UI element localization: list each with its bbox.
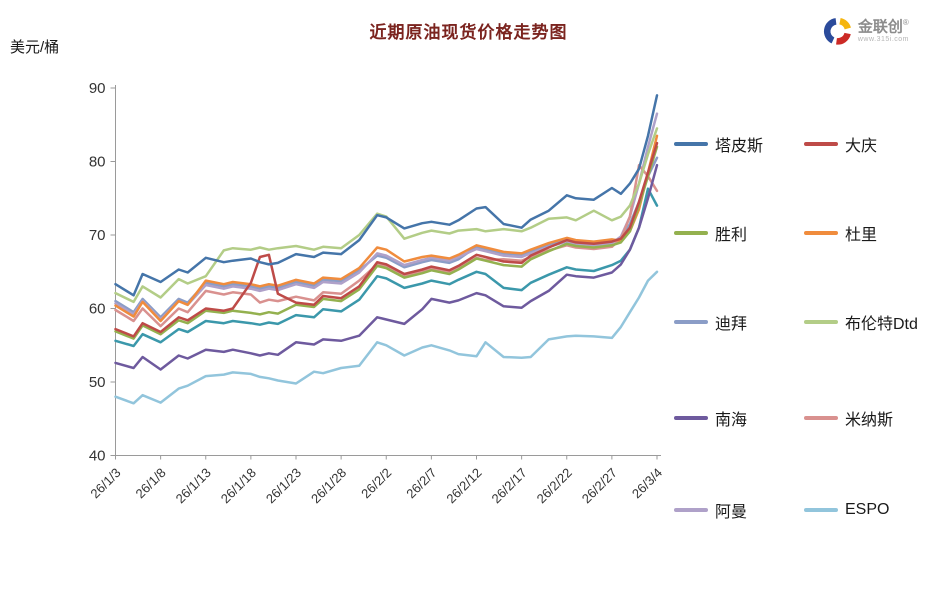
series-line-ESPO xyxy=(114,270,659,405)
legend-label: 杜里 xyxy=(845,227,878,244)
x-tick-label: 26/1/3 xyxy=(87,465,123,501)
logo-text: 金联创® www.315i.com xyxy=(857,17,909,43)
registered-mark: ® xyxy=(902,17,909,27)
legend-swatch xyxy=(674,416,708,420)
x-tick-label: 26/2/7 xyxy=(403,465,439,501)
legend-item-塔皮斯: 塔皮斯 xyxy=(674,133,763,155)
legend-item-杜里: 杜里 xyxy=(804,222,877,244)
legend-swatch xyxy=(674,320,708,324)
legend-swatch xyxy=(804,508,838,512)
chart-title: 近期原油现货价格走势图 xyxy=(369,23,568,42)
series-line-米纳斯 xyxy=(114,163,659,328)
legend-label: 布伦特Dtd xyxy=(845,316,918,333)
legend-swatch xyxy=(804,231,838,235)
x-tick-label: 26/1/18 xyxy=(218,465,259,506)
legend-item-阿曼: 阿曼 xyxy=(674,499,747,521)
legend-label: 阿曼 xyxy=(715,504,748,521)
legend-label: 胜利 xyxy=(715,227,748,244)
x-tick-label: 26/1/8 xyxy=(133,465,169,501)
legend-swatch xyxy=(674,231,708,235)
legend-label: 南海 xyxy=(715,412,748,429)
legend-item-胜利: 胜利 xyxy=(674,222,747,244)
series-line-阿曼 xyxy=(114,112,659,321)
x-tick-label: 26/3/4 xyxy=(629,465,665,501)
x-tick-label: 26/2/22 xyxy=(534,465,575,506)
y-tick-label: 70 xyxy=(89,227,106,244)
logo-mark-icon xyxy=(823,18,851,45)
legend-swatch xyxy=(674,142,708,146)
legend-item-大庆: 大庆 xyxy=(804,133,877,155)
legend-label: 迪拜 xyxy=(715,316,748,333)
y-tick-label: 80 xyxy=(89,154,106,171)
x-tick-label: 26/2/12 xyxy=(443,465,484,506)
brand-site: www.315i.com xyxy=(857,35,909,43)
legend-item-布伦特Dtd: 布伦特Dtd xyxy=(804,311,918,333)
series-line-塔皮斯 xyxy=(114,94,659,297)
legend-item-南海: 南海 xyxy=(674,407,747,429)
brand-name: 金联创 xyxy=(857,18,903,36)
legend-item-迪拜: 迪拜 xyxy=(674,311,747,333)
series-line-杜里 xyxy=(114,134,659,323)
series-line-南海 xyxy=(114,163,659,371)
legend-swatch xyxy=(674,508,708,512)
x-tick-label: 26/2/27 xyxy=(579,465,620,506)
series-line-大庆 xyxy=(114,141,659,338)
chart-legend: 塔皮斯 大庆胜利 杜里迪拜 布伦特Dtd 南海 米纳斯阿曼 ESPO xyxy=(674,0,934,601)
legend-label: 大庆 xyxy=(845,138,878,155)
x-tick-label: 26/2/2 xyxy=(358,465,394,501)
brand-logo: 金联创® www.315i.com xyxy=(823,16,909,46)
legend-label: 米纳斯 xyxy=(845,412,894,429)
series-line-unlabeled xyxy=(114,187,659,348)
legend-swatch xyxy=(804,416,838,420)
legend-label: ESPO xyxy=(845,501,890,518)
legend-label: 塔皮斯 xyxy=(715,138,764,155)
legend-swatch xyxy=(804,320,838,324)
legend-item-ESPO: ESPO xyxy=(804,499,889,521)
y-tick-label: 60 xyxy=(89,301,106,318)
y-tick-label: 90 xyxy=(89,80,106,97)
x-tick-label: 26/2/17 xyxy=(488,465,529,506)
series-line-胜利 xyxy=(114,145,659,340)
legend-item-米纳斯: 米纳斯 xyxy=(804,407,893,429)
x-tick-label: 26/1/23 xyxy=(263,465,304,506)
legend-swatch xyxy=(804,142,838,146)
series-line-布伦特Dtd xyxy=(114,127,659,304)
y-axis-unit-label: 美元/桶 xyxy=(10,39,60,56)
x-tick-label: 26/1/28 xyxy=(308,465,349,506)
y-tick-label: 50 xyxy=(89,374,106,391)
y-tick-label: 40 xyxy=(89,448,106,465)
x-tick-label: 26/1/13 xyxy=(173,465,214,506)
